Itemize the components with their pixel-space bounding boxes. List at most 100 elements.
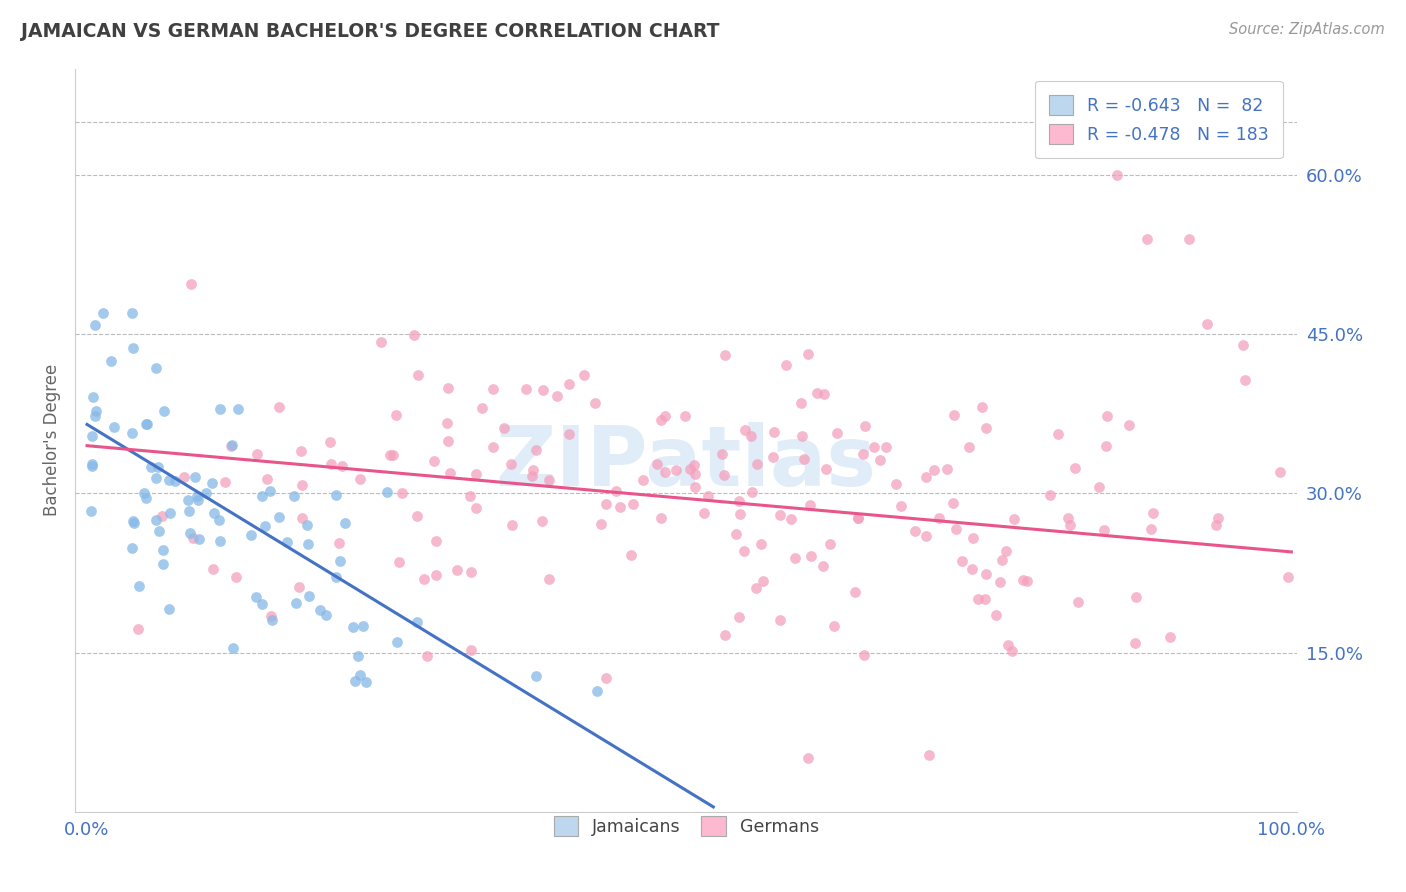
Point	[347, 648, 370, 663]
Point	[734, 424, 756, 438]
Point	[391, 486, 413, 500]
Point	[460, 643, 482, 657]
Point	[422, 454, 444, 468]
Point	[325, 570, 347, 584]
Point	[436, 434, 458, 448]
Point	[974, 421, 997, 435]
Point	[988, 574, 1011, 589]
Point	[103, 420, 125, 434]
Point	[751, 574, 773, 588]
Point	[82, 429, 104, 443]
Point	[852, 447, 875, 461]
Point	[201, 475, 224, 490]
Point	[370, 334, 392, 349]
Point	[813, 559, 835, 574]
Point	[733, 544, 755, 558]
Point	[139, 460, 162, 475]
Point	[437, 381, 460, 395]
Point	[1012, 574, 1035, 588]
Point	[194, 485, 217, 500]
Point	[157, 474, 180, 488]
Point	[309, 603, 332, 617]
Point	[797, 347, 820, 361]
Point	[183, 469, 205, 483]
Point	[179, 526, 201, 541]
Point	[285, 596, 308, 610]
Point	[814, 461, 837, 475]
Point	[121, 306, 143, 320]
Point	[425, 533, 447, 548]
Point	[799, 498, 821, 512]
Point	[436, 416, 458, 430]
Point	[298, 589, 321, 603]
Point	[1092, 523, 1115, 537]
Point	[188, 532, 211, 546]
Point	[583, 396, 606, 410]
Point	[176, 492, 198, 507]
Point	[1159, 630, 1181, 644]
Point	[595, 671, 617, 685]
Point	[406, 509, 429, 524]
Point	[762, 425, 785, 439]
Point	[918, 748, 941, 763]
Point	[522, 463, 544, 477]
Point	[744, 582, 766, 596]
Point	[775, 358, 797, 372]
Point	[875, 441, 897, 455]
Point	[922, 463, 945, 477]
Point	[250, 597, 273, 611]
Point	[976, 566, 998, 581]
Point	[740, 429, 762, 443]
Point	[180, 277, 202, 291]
Point	[290, 444, 312, 458]
Point	[728, 507, 751, 521]
Point	[1067, 595, 1090, 609]
Point	[245, 591, 267, 605]
Point	[869, 452, 891, 467]
Point	[375, 484, 398, 499]
Point	[537, 572, 560, 586]
Point	[813, 386, 835, 401]
Point	[439, 467, 461, 481]
Point	[1268, 466, 1291, 480]
Point	[524, 669, 547, 683]
Point	[1015, 574, 1038, 589]
Point	[1197, 317, 1219, 331]
Text: Source: ZipAtlas.com: Source: ZipAtlas.com	[1229, 22, 1385, 37]
Point	[800, 549, 823, 564]
Point	[966, 591, 988, 606]
Point	[713, 348, 735, 362]
Point	[972, 400, 994, 414]
Point	[121, 425, 143, 440]
Point	[713, 468, 735, 483]
Point	[728, 609, 751, 624]
Point	[683, 480, 706, 494]
Point	[416, 648, 439, 663]
Point	[132, 486, 155, 500]
Point	[1139, 522, 1161, 536]
Point	[349, 472, 371, 486]
Point	[406, 368, 429, 383]
Point	[208, 401, 231, 416]
Point	[165, 475, 187, 489]
Point	[482, 440, 505, 454]
Point	[330, 458, 353, 473]
Point	[780, 512, 803, 526]
Point	[1277, 570, 1299, 584]
Point	[1047, 426, 1070, 441]
Point	[538, 473, 561, 487]
Point	[333, 516, 356, 530]
Point	[221, 439, 243, 453]
Point	[267, 509, 290, 524]
Point	[531, 384, 554, 398]
Point	[728, 494, 751, 508]
Point	[145, 361, 167, 376]
Point	[1234, 373, 1257, 387]
Legend: Jamaicans, Germans: Jamaicans, Germans	[546, 807, 827, 845]
Point	[1206, 511, 1229, 525]
Point	[402, 328, 425, 343]
Point	[412, 572, 434, 586]
Point	[986, 607, 1008, 622]
Point	[1056, 511, 1078, 525]
Point	[145, 513, 167, 527]
